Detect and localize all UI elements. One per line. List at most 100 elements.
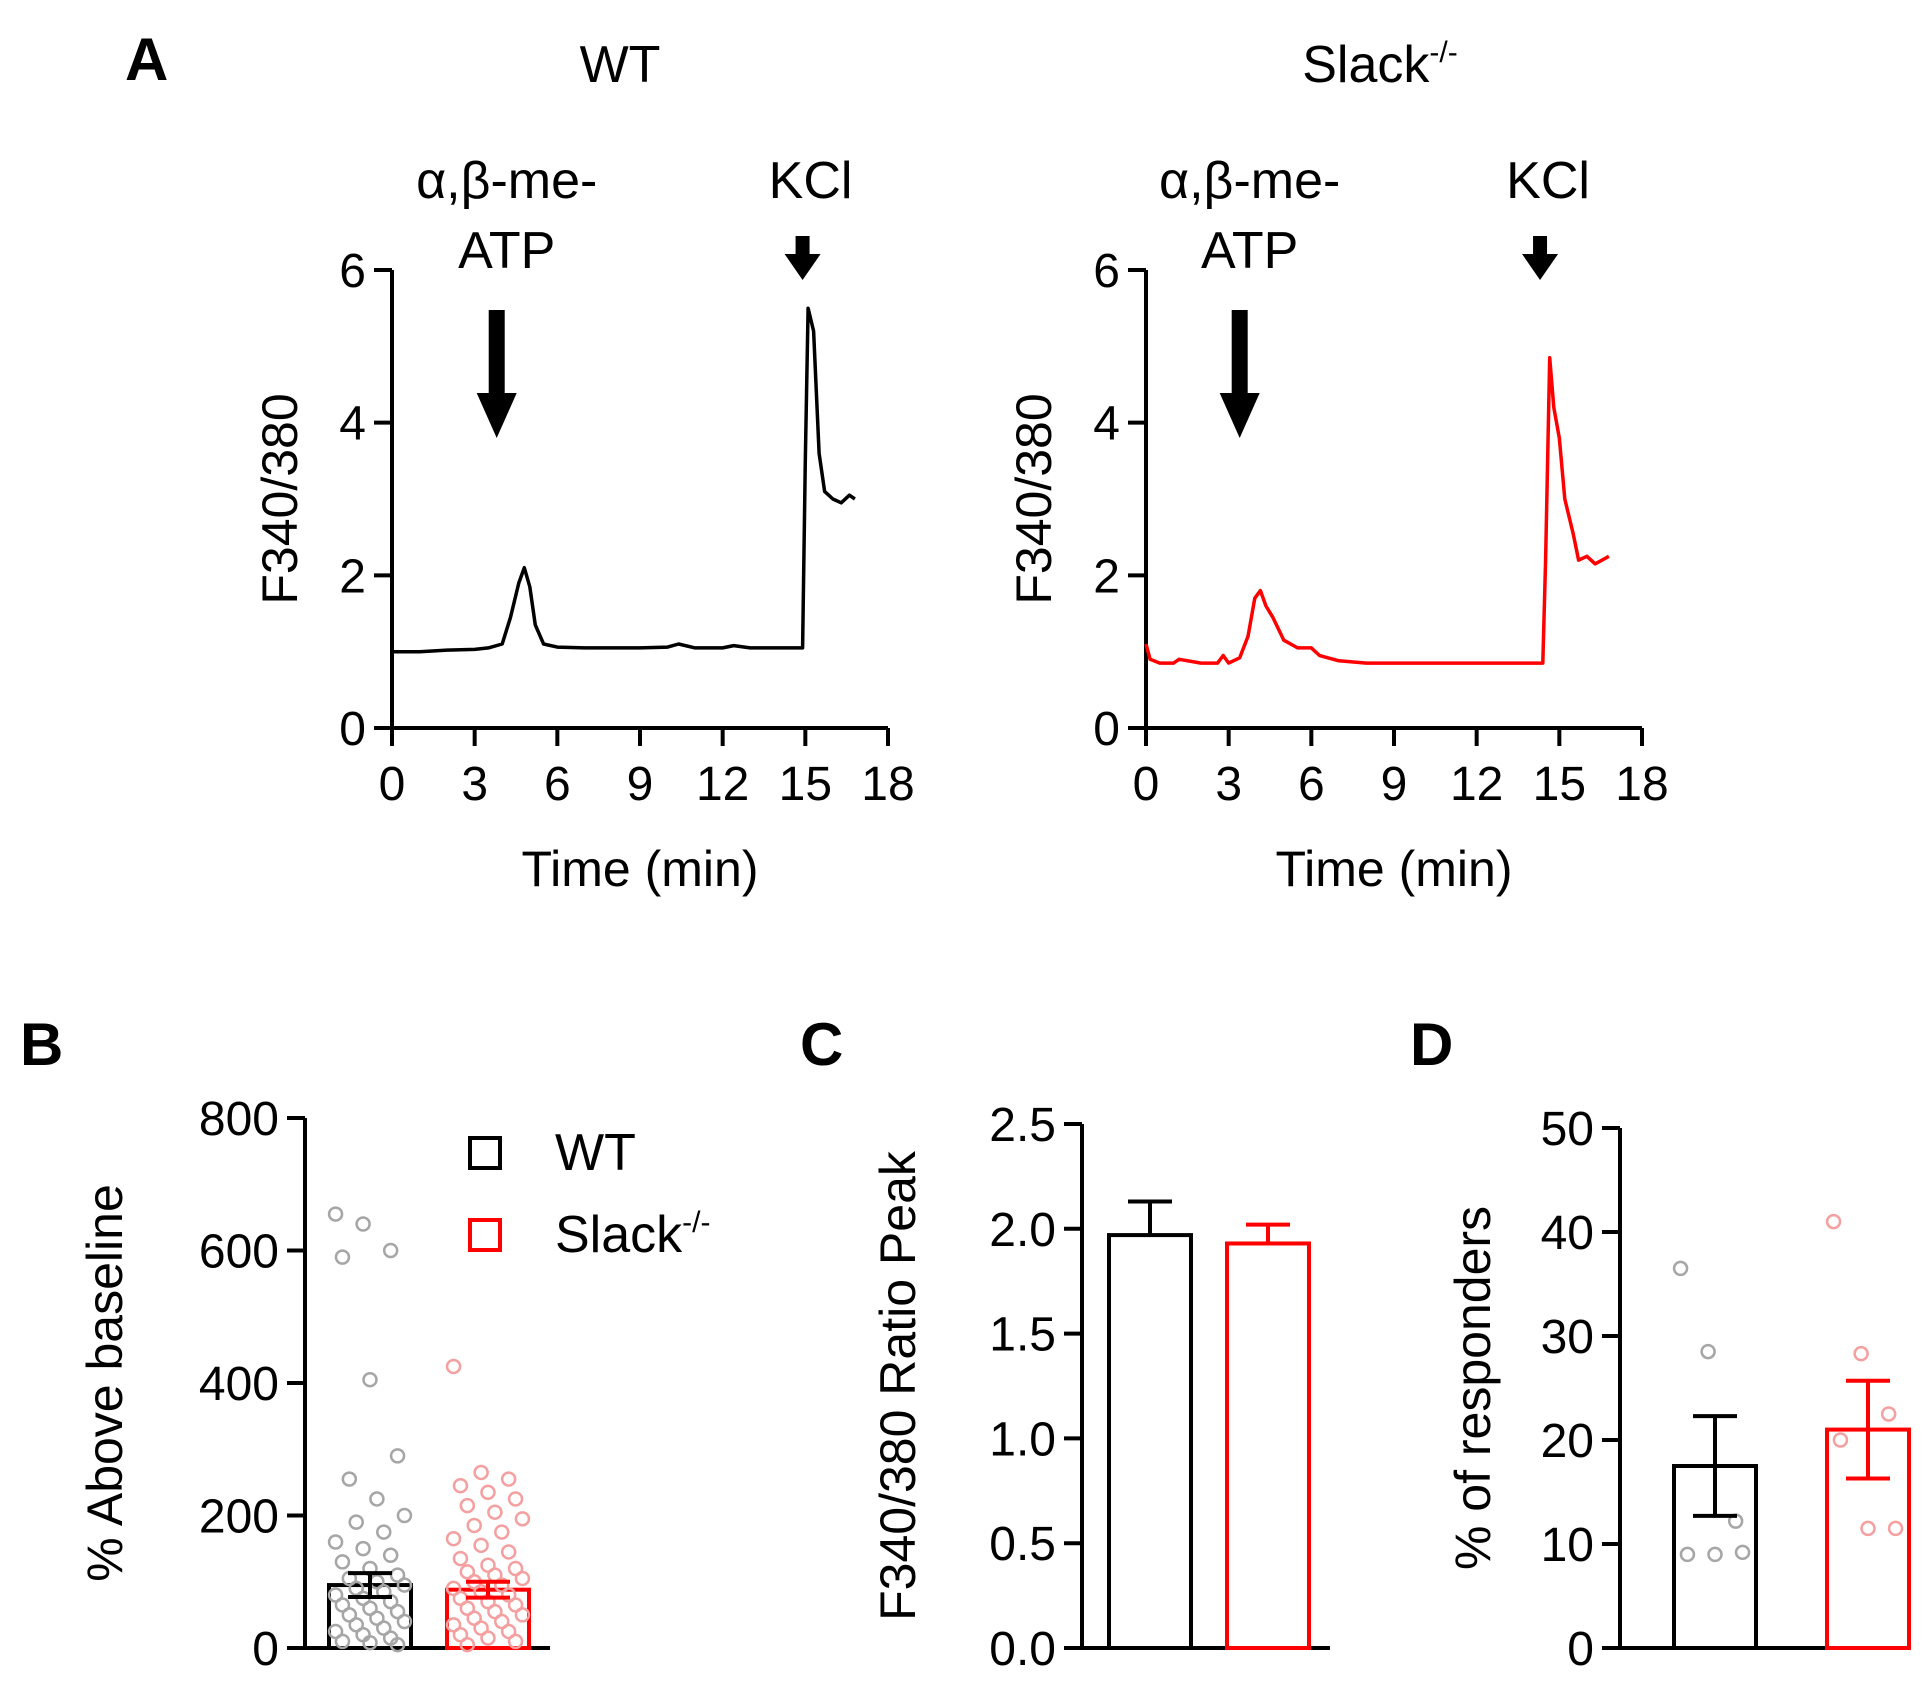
x-tick-label: 9 bbox=[1381, 758, 1408, 811]
data-point bbox=[480, 1484, 496, 1501]
y-tick-label: 6 bbox=[339, 245, 366, 298]
x-axis-label: Time (min) bbox=[1275, 841, 1512, 897]
legend-swatch bbox=[468, 1218, 502, 1252]
annotation-arrow-shaft bbox=[488, 310, 505, 395]
data-point bbox=[494, 1524, 510, 1540]
y-tick-label: 2 bbox=[339, 550, 366, 603]
chart-title-text: WT bbox=[580, 36, 661, 94]
data-point bbox=[355, 1540, 371, 1557]
panel-letter-c: C bbox=[800, 1011, 843, 1078]
y-tick-label: 200 bbox=[199, 1491, 279, 1544]
x-axis-label: Time (min) bbox=[521, 841, 758, 897]
chart-percent-responders: 0 10 20 30 40 50 % of responders bbox=[1445, 1103, 1911, 1676]
x-tick-label: 12 bbox=[1450, 758, 1503, 811]
y-tick-label: 400 bbox=[199, 1358, 279, 1411]
legend-label-text: WT bbox=[555, 1124, 636, 1182]
y-tick-label: 0 bbox=[339, 703, 366, 756]
y-tick-label: 10 bbox=[1541, 1519, 1594, 1572]
legend-label: WT bbox=[555, 1124, 636, 1182]
chart-percent-above-baseline: 0 200 400 600 800 % Above baseline WT Slack-/- bbox=[77, 1093, 710, 1676]
x-tick-label: 3 bbox=[1215, 758, 1242, 811]
x-tick-label: 18 bbox=[861, 758, 914, 811]
data-point bbox=[487, 1504, 503, 1520]
y-tick-label: 2.0 bbox=[989, 1204, 1056, 1257]
y-axis-label: F340/380 Ratio Peak bbox=[870, 1150, 926, 1621]
data-point bbox=[396, 1613, 413, 1630]
annotation-label: α,β-me- bbox=[416, 152, 597, 210]
annotation-arrow-shaft bbox=[1533, 236, 1548, 256]
annotation-arrow-head bbox=[476, 393, 517, 438]
data-point bbox=[369, 1491, 385, 1507]
data-point bbox=[334, 1554, 351, 1570]
legend-label: Slack-/- bbox=[555, 1206, 710, 1264]
data-point bbox=[355, 1216, 371, 1232]
y-axis-label: F340/380 bbox=[1006, 393, 1062, 604]
data-point bbox=[1860, 1520, 1876, 1537]
y-tick-label: 4 bbox=[339, 398, 366, 451]
data-point bbox=[389, 1448, 406, 1464]
data-point bbox=[514, 1511, 531, 1527]
annotation-arrow-shaft bbox=[1231, 310, 1248, 395]
chart-title: WT bbox=[580, 36, 661, 94]
panel-letter-d: D bbox=[1410, 1011, 1453, 1078]
annotation-label: KCl bbox=[1506, 152, 1590, 210]
y-tick-label: 4 bbox=[1093, 398, 1120, 451]
chart-title-text: Slack bbox=[1302, 36, 1430, 94]
data-point bbox=[1672, 1260, 1689, 1277]
data-point bbox=[382, 1547, 399, 1563]
data-point bbox=[514, 1607, 531, 1623]
x-tick-label: 0 bbox=[1133, 758, 1160, 811]
annotation-arrow-shaft bbox=[795, 236, 810, 256]
data-point bbox=[376, 1524, 392, 1540]
y-tick-label: 6 bbox=[1093, 245, 1120, 298]
data-point bbox=[445, 1358, 462, 1375]
data-point bbox=[514, 1570, 531, 1587]
y-tick-label: 0 bbox=[1093, 703, 1120, 756]
trace-line bbox=[1144, 356, 1610, 665]
chart-slack-trace: 0 2 4 6 0 3 6 9 12 15 18 Slack-/- Time (min) F340/380… bbox=[1006, 36, 1669, 897]
x-tick-label: 9 bbox=[627, 758, 654, 811]
data-point bbox=[507, 1491, 524, 1507]
data-point bbox=[459, 1497, 476, 1514]
y-tick-label: 600 bbox=[199, 1226, 279, 1279]
data-point bbox=[1880, 1406, 1897, 1422]
legend-swatch bbox=[468, 1136, 502, 1170]
legend-label-text: Slack bbox=[555, 1206, 683, 1264]
data-point bbox=[396, 1507, 413, 1524]
y-tick-label: 0.0 bbox=[989, 1623, 1056, 1676]
data-point bbox=[1700, 1343, 1716, 1360]
data-point bbox=[389, 1636, 406, 1653]
annotation-label: KCl bbox=[769, 152, 853, 210]
data-point bbox=[452, 1477, 469, 1494]
annotation-label: α,β-me- bbox=[1159, 152, 1340, 210]
annotation-label: ATP bbox=[458, 222, 555, 280]
bar bbox=[1225, 1241, 1311, 1651]
x-tick-label: 15 bbox=[779, 758, 832, 811]
chart-title-superscript: -/- bbox=[1429, 36, 1457, 69]
y-axis-label: F340/380 bbox=[252, 393, 308, 604]
data-point bbox=[334, 1633, 351, 1650]
data-point bbox=[327, 1534, 344, 1550]
data-point bbox=[334, 1249, 351, 1265]
data-point bbox=[500, 1544, 517, 1560]
data-point bbox=[341, 1471, 358, 1487]
chart-wt-trace: 0 2 4 6 0 3 6 9 12 15 18 WT Time (min) F340/380 α,β-me… bbox=[252, 36, 915, 897]
x-tick-label: 18 bbox=[1615, 758, 1668, 811]
x-tick-label: 12 bbox=[696, 758, 749, 811]
x-tick-label: 6 bbox=[1298, 758, 1325, 811]
panel-letter-a: A bbox=[125, 26, 168, 93]
data-point bbox=[1734, 1544, 1751, 1561]
x-tick-label: 3 bbox=[461, 758, 488, 811]
annotation-label: ATP bbox=[1201, 222, 1298, 280]
data-point bbox=[1679, 1546, 1696, 1563]
x-tick-label: 15 bbox=[1533, 758, 1586, 811]
y-tick-label: 2.5 bbox=[989, 1099, 1056, 1152]
annotation-arrow-head bbox=[1522, 254, 1559, 280]
data-point bbox=[507, 1633, 524, 1650]
data-point bbox=[362, 1634, 378, 1651]
chart-title: Slack-/- bbox=[1302, 36, 1457, 94]
y-tick-label: 0.5 bbox=[989, 1518, 1056, 1571]
x-tick-label: 6 bbox=[544, 758, 571, 811]
legend-label-superscript: -/- bbox=[682, 1206, 710, 1239]
data-point bbox=[327, 1206, 344, 1222]
